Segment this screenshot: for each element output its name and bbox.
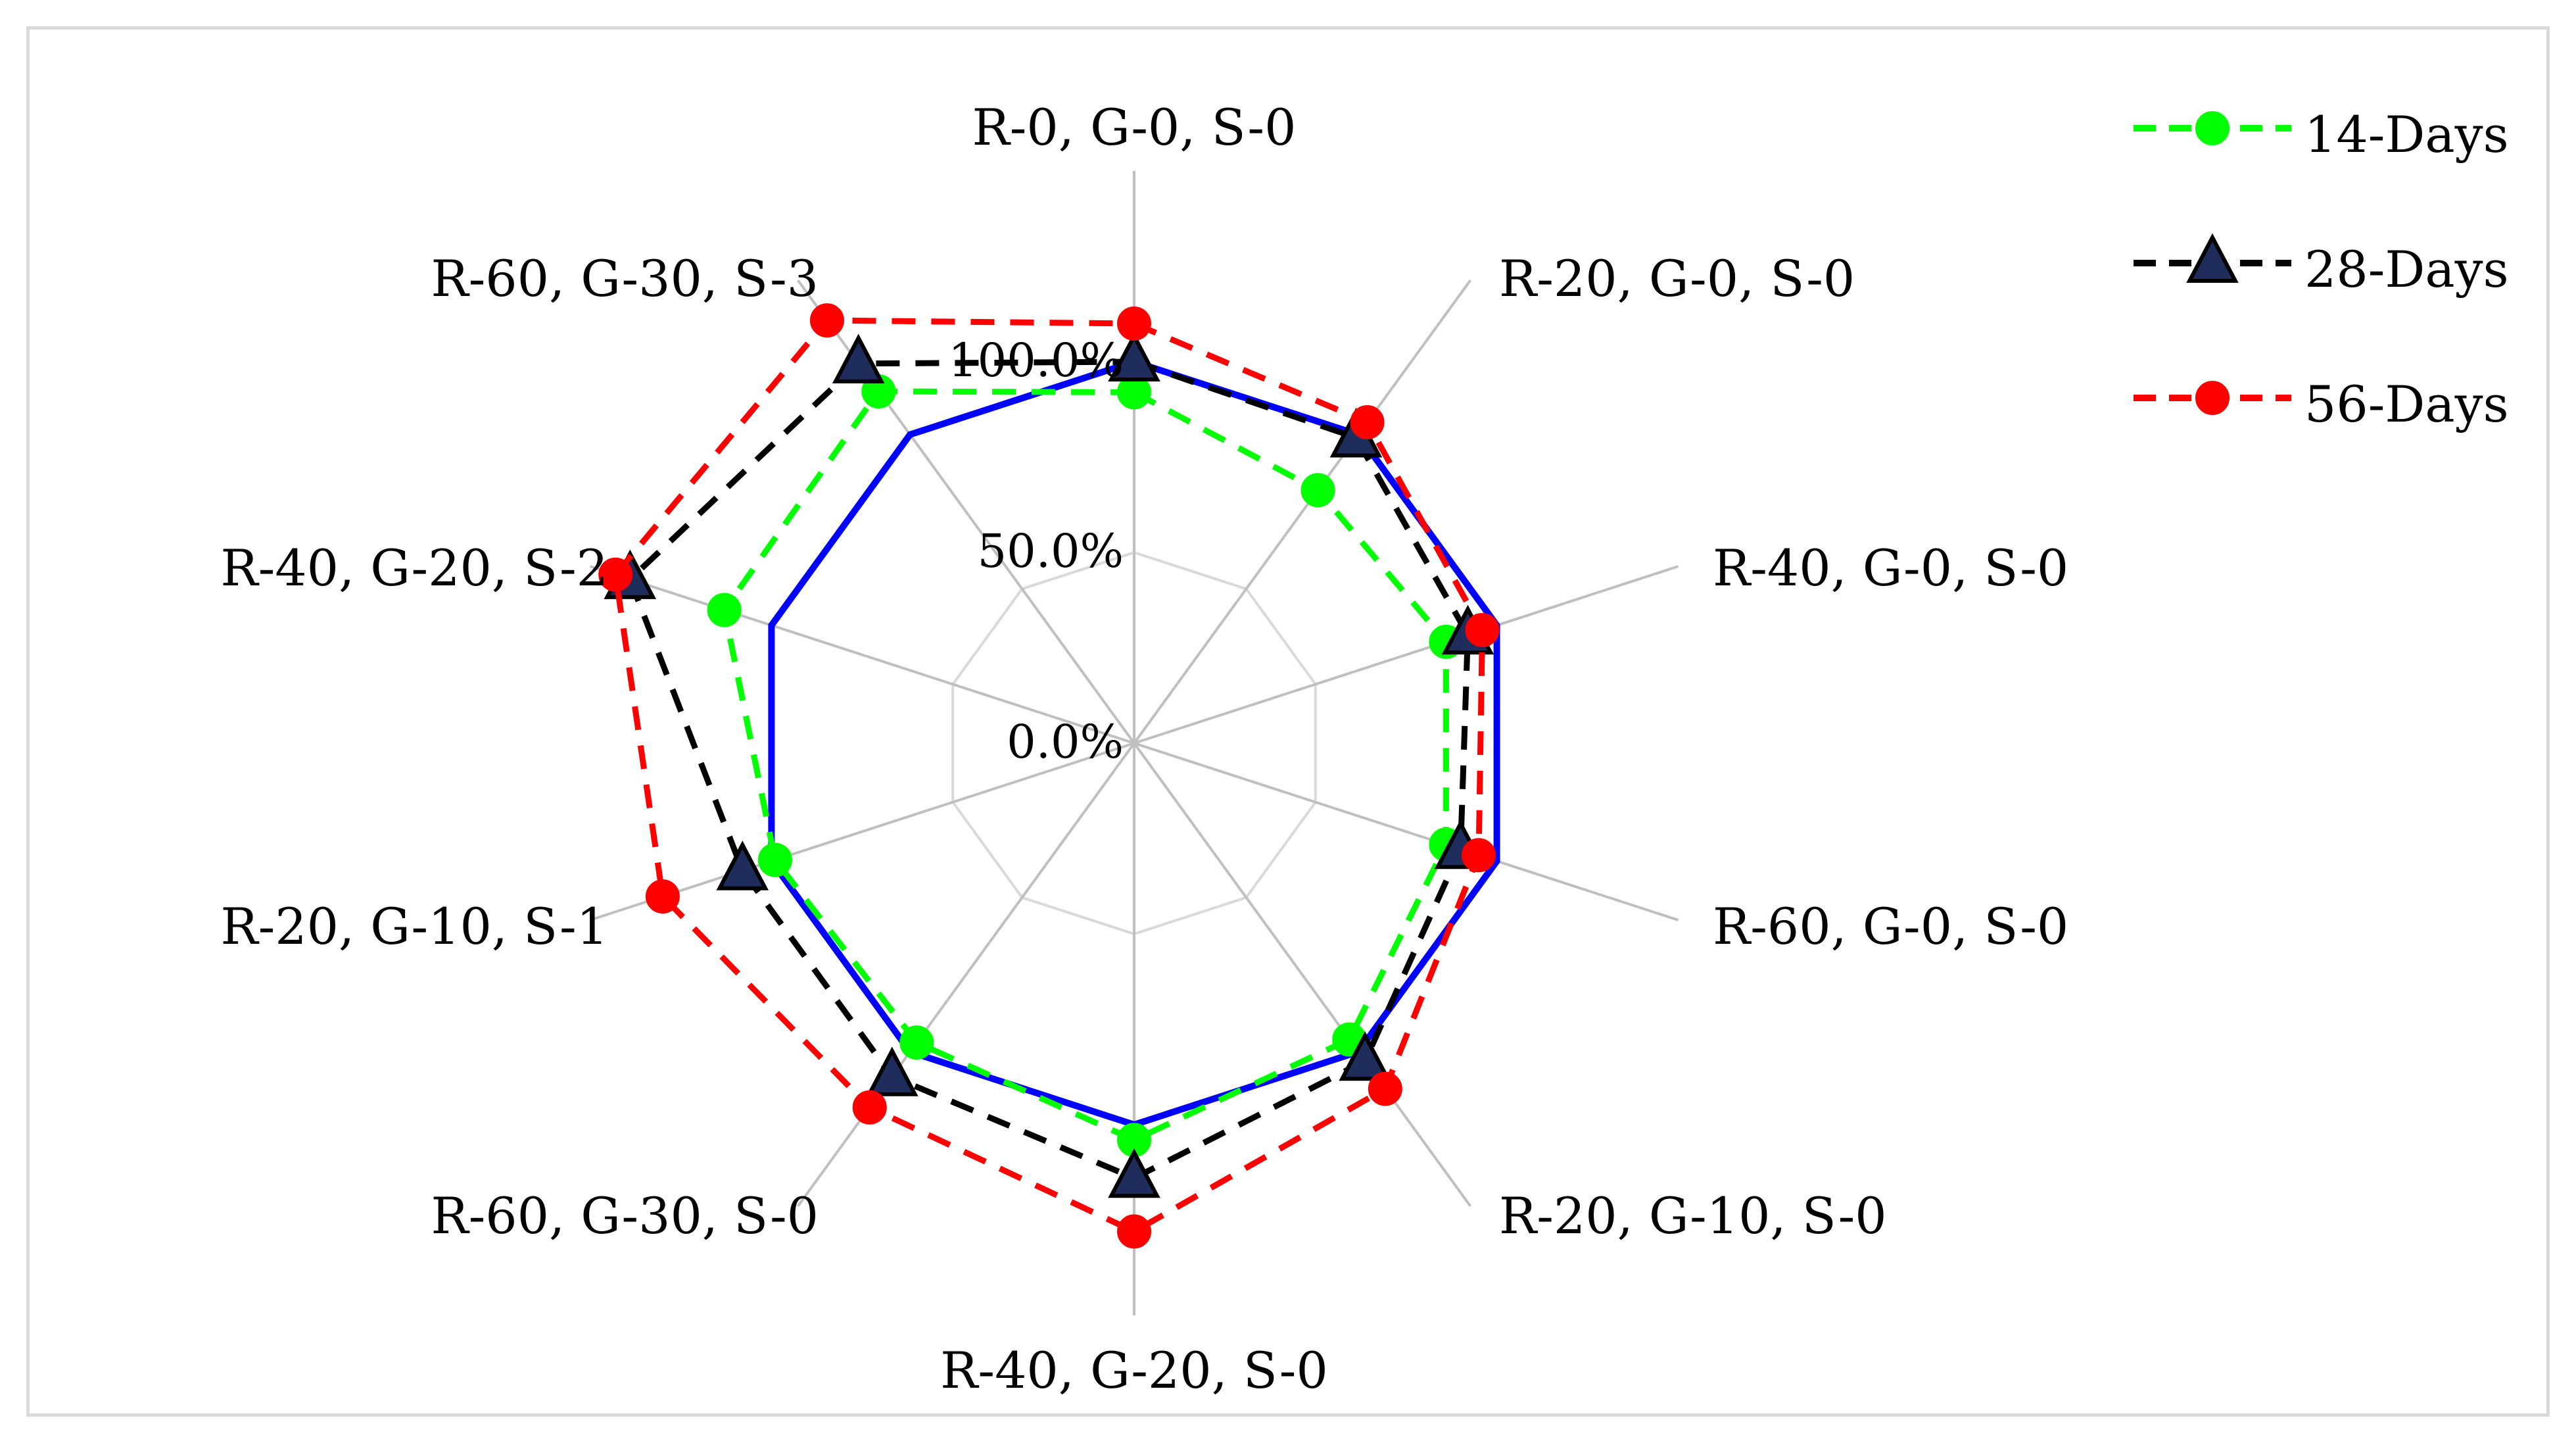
legend-item: 28-Days — [2134, 227, 2567, 362]
data-point — [1350, 405, 1385, 440]
series-56-days — [598, 303, 1500, 1249]
data-point — [852, 1090, 887, 1125]
chart-frame: 0.0% 50.0% 100.0% R-0, G-0, S-0 R-20, G-0, S… — [26, 26, 2550, 1417]
data-point — [2195, 381, 2230, 415]
legend-label: 28-Days — [2304, 240, 2509, 299]
tick-label: 50.0% — [978, 524, 1124, 578]
category-label: R-60, G-30, S-3 — [431, 249, 819, 308]
legend-swatch — [2134, 381, 2291, 415]
legend-label: 56-Days — [2304, 375, 2509, 433]
category-label: R-20, G-10, S-0 — [1499, 1186, 1887, 1245]
data-point — [2186, 233, 2239, 283]
legend-swatch — [2134, 111, 2291, 145]
data-point — [716, 841, 769, 891]
legend: 14-Days 28-Days 56-Days — [2134, 92, 2567, 497]
axis-spoke — [1133, 565, 1679, 745]
series-layer — [598, 303, 1500, 1249]
data-point — [1108, 1148, 1160, 1198]
data-point — [809, 303, 844, 338]
data-point — [1117, 306, 1151, 341]
radar-chart: 0.0% 50.0% 100.0% R-0, G-0, S-0 R-20, G-0, S… — [220, 98, 2068, 1400]
data-point — [1108, 331, 1160, 381]
category-label: R-20, G-0, S-0 — [1499, 249, 1855, 308]
data-point — [707, 593, 742, 627]
series-line — [612, 317, 1486, 1235]
axis-spoke — [589, 742, 1135, 921]
data-point — [1117, 1214, 1151, 1249]
tick-label: 0.0% — [1007, 715, 1124, 769]
axis-spoke — [1133, 742, 1679, 921]
category-label: R-0, G-0, S-0 — [972, 98, 1297, 157]
data-point — [866, 1046, 918, 1096]
legend-label: 14-Days — [2304, 105, 2509, 164]
legend-swatch — [2134, 233, 2291, 283]
axis-spoke — [589, 565, 1135, 745]
legend-item: 56-Days — [2134, 362, 2567, 497]
data-point — [832, 333, 885, 383]
data-point — [1462, 838, 1496, 873]
data-point — [2195, 111, 2230, 145]
data-point — [1465, 612, 1500, 647]
data-point — [1339, 1031, 1391, 1081]
category-label: R-60, G-30, S-0 — [431, 1186, 819, 1245]
axis-spoke — [1133, 742, 1471, 1208]
category-label: R-60, G-0, S-0 — [1713, 897, 2068, 956]
data-point — [899, 1025, 934, 1060]
category-label: R-40, G-20, S-0 — [940, 1341, 1328, 1400]
axis-spoke — [1133, 279, 1471, 745]
tick-label: 100.0% — [948, 333, 1124, 387]
data-point — [645, 879, 680, 914]
data-point — [598, 557, 633, 592]
category-label: R-40, G-0, S-0 — [1713, 539, 2068, 597]
category-label: R-20, G-10, S-1 — [220, 897, 608, 956]
label-layer: 0.0% 50.0% 100.0% R-0, G-0, S-0 R-20, G-0, S… — [220, 98, 2068, 1400]
data-point — [1300, 473, 1335, 508]
category-label: R-40, G-20, S-2 — [220, 539, 608, 597]
data-point — [757, 843, 792, 877]
legend-item: 14-Days — [2134, 92, 2567, 227]
axis-spoke — [797, 742, 1135, 1208]
data-point — [1368, 1071, 1402, 1106]
